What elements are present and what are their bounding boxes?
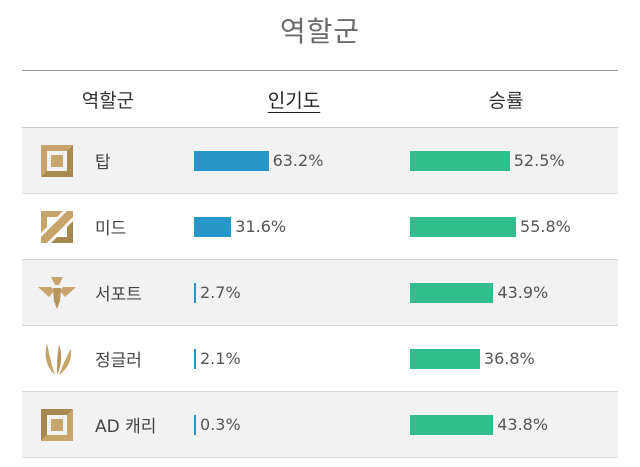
header-popularity[interactable]: 인기도 bbox=[194, 86, 394, 113]
popularity-bar bbox=[194, 414, 196, 435]
role-name: 서포트 bbox=[95, 285, 142, 305]
popularity-bar bbox=[194, 282, 196, 303]
jungle-icon bbox=[37, 339, 77, 379]
role-cell: 탑 bbox=[22, 141, 194, 181]
role-cell: 서포트 bbox=[22, 273, 194, 313]
bottom-icon bbox=[37, 405, 77, 445]
support-icon bbox=[37, 273, 77, 313]
winrate-bar bbox=[410, 282, 494, 303]
mid-icon bbox=[37, 207, 77, 247]
popularity-cell: 2.7% bbox=[194, 282, 410, 303]
winrate-bar bbox=[410, 216, 517, 237]
table-row: 서포트 2.7% 43.9% bbox=[22, 260, 618, 326]
winrate-cell: 43.9% bbox=[410, 282, 618, 303]
role-cell: 미드 bbox=[22, 207, 194, 247]
popularity-bar bbox=[194, 348, 196, 369]
table-row: AD 캐리 0.3% 43.8% bbox=[22, 392, 618, 458]
winrate-bar bbox=[410, 150, 510, 171]
popularity-cell: 31.6% bbox=[194, 216, 410, 237]
popularity-cell: 2.1% bbox=[194, 348, 410, 369]
popularity-value: 2.7% bbox=[200, 283, 241, 302]
table-header: 역할군 인기도 승률 bbox=[22, 71, 618, 128]
header-role[interactable]: 역할군 bbox=[81, 89, 135, 112]
winrate-cell: 43.8% bbox=[410, 414, 618, 435]
table-row: 정글러 2.1% 36.8% bbox=[22, 326, 618, 392]
role-name: 탑 bbox=[95, 153, 111, 173]
role-name: 정글러 bbox=[95, 351, 142, 371]
popularity-value: 2.1% bbox=[200, 349, 241, 368]
popularity-cell: 63.2% bbox=[194, 150, 410, 171]
header-popularity-label[interactable]: 인기도 bbox=[267, 89, 321, 112]
table-row: 미드 31.6% 55.8% bbox=[22, 194, 618, 260]
role-name: 미드 bbox=[95, 219, 127, 239]
popularity-value: 63.2% bbox=[272, 151, 324, 170]
page-title: 역할군 bbox=[279, 15, 361, 48]
top-icon bbox=[37, 141, 77, 181]
role-name: AD 캐리 bbox=[95, 417, 157, 437]
winrate-value: 52.5% bbox=[513, 151, 565, 170]
popularity-value: 31.6% bbox=[235, 217, 287, 236]
winrate-cell: 55.8% bbox=[410, 216, 618, 237]
winrate-cell: 52.5% bbox=[410, 150, 618, 171]
header-winrate[interactable]: 승률 bbox=[488, 89, 524, 112]
role-stats-table: 역할군 인기도 승률 탑 63.2% 52.5% bbox=[22, 70, 618, 458]
winrate-value: 43.9% bbox=[497, 283, 549, 302]
winrate-value: 55.8% bbox=[520, 217, 571, 236]
role-cell: AD 캐리 bbox=[22, 405, 194, 445]
winrate-bar bbox=[410, 414, 494, 435]
popularity-value: 0.3% bbox=[200, 415, 241, 434]
winrate-value: 36.8% bbox=[483, 349, 535, 368]
popularity-cell: 0.3% bbox=[194, 414, 410, 435]
table-row: 탑 63.2% 52.5% bbox=[22, 128, 618, 194]
role-cell: 정글러 bbox=[22, 339, 194, 379]
winrate-cell: 36.8% bbox=[410, 348, 618, 369]
popularity-bar bbox=[194, 150, 269, 171]
winrate-bar bbox=[410, 348, 480, 369]
winrate-value: 43.8% bbox=[497, 415, 549, 434]
popularity-bar bbox=[194, 216, 232, 237]
